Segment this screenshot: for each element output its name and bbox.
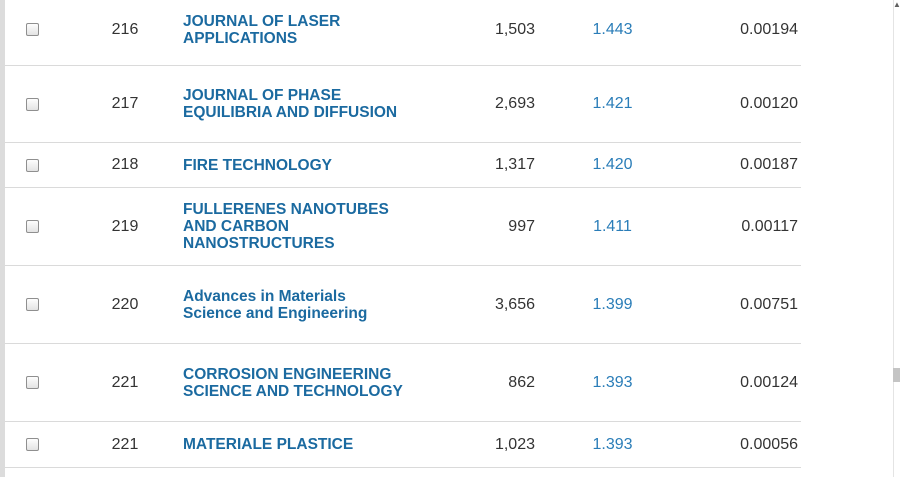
journal-title-line: CORROSION ENGINEERING xyxy=(183,365,392,383)
eigenfactor-cell: 0.00194 xyxy=(740,20,798,38)
scrollbar-track[interactable] xyxy=(893,0,894,477)
row-checkbox-cell xyxy=(22,266,42,343)
journal-title-line: JOURNAL OF LASER xyxy=(183,12,341,30)
scrollbar-area xyxy=(804,0,900,477)
journal-title-link[interactable]: JOURNAL OF PHASE EQUILIBRIA AND DIFFUSION xyxy=(183,66,443,142)
table-row: 216 JOURNAL OF LASER APPLICATIONS 1,503 1.44… xyxy=(5,0,801,66)
journal-title-line: Advances in Materials xyxy=(183,287,346,305)
table-row: 218 FIRE TECHNOLOGY 1,317 1.420 0.00187 xyxy=(5,143,801,188)
table-row: 220 Advances in Materials Science and Engi… xyxy=(5,266,801,344)
eigenfactor-cell: 0.00751 xyxy=(740,295,798,313)
chevron-up-icon[interactable]: ▲ xyxy=(893,0,900,9)
rank-cell: 219 xyxy=(111,217,139,235)
impact-factor-link[interactable]: 1.443 xyxy=(592,20,633,38)
journal-title-text: JOURNAL OF LASER APPLICATIONS xyxy=(183,13,340,47)
row-checkbox[interactable] xyxy=(25,158,39,172)
table-row: 221 MATERIALE PLASTICE 1,023 1.393 0.00056 xyxy=(5,422,801,468)
rank-cell: 216 xyxy=(111,20,139,38)
journal-title-line: EQUILIBRIA AND DIFFUSION xyxy=(183,104,398,121)
journal-title-line: Science and Engineering xyxy=(183,304,368,322)
total-cites-cell: 997 xyxy=(508,217,535,235)
row-checkbox[interactable] xyxy=(25,376,39,389)
journal-title-link[interactable]: CORROSION ENGINEERING SCIENCE AND TECHNOL… xyxy=(183,344,443,421)
eigenfactor-cell: 0.00120 xyxy=(740,95,798,112)
row-checkbox-cell xyxy=(22,143,42,187)
row-checkbox[interactable] xyxy=(25,298,39,311)
journal-title-link[interactable]: JOURNAL OF LASER APPLICATIONS xyxy=(183,0,443,65)
journal-title-line: MATERIALE PLASTICE xyxy=(183,436,354,453)
impact-factor-link[interactable]: 1.393 xyxy=(592,373,633,391)
journal-title-line: NANOSTRUCTURES xyxy=(183,235,335,252)
row-checkbox-cell xyxy=(22,344,42,421)
journal-title-text: FIRE TECHNOLOGY xyxy=(183,157,332,174)
journal-title-text: Advances in Materials Science and Enginee… xyxy=(183,288,367,322)
journal-title-link[interactable]: FULLERENES NANOTUBES AND CARBON NANOSTRUCT… xyxy=(183,188,443,265)
journal-title-link[interactable]: MATERIALE PLASTICE xyxy=(183,422,443,467)
table-row: 219 FULLERENES NANOTUBES AND CARBON NANOSTR… xyxy=(5,188,801,266)
journal-title-text: MATERIALE PLASTICE xyxy=(183,436,353,453)
impact-factor-link[interactable]: 1.420 xyxy=(592,156,633,173)
eigenfactor-cell: 0.00124 xyxy=(740,373,798,391)
total-cites-cell: 1,023 xyxy=(494,435,535,453)
total-cites-cell: 1,503 xyxy=(494,20,535,38)
eigenfactor-cell: 0.00056 xyxy=(740,435,798,453)
total-cites-cell: 862 xyxy=(508,373,535,391)
row-checkbox-cell xyxy=(22,0,42,65)
eigenfactor-cell: 0.00187 xyxy=(740,156,798,173)
table-row: 217 JOURNAL OF PHASE EQUILIBRIA AND DIFFUS… xyxy=(5,66,801,143)
journal-title-text: JOURNAL OF PHASE EQUILIBRIA AND DIFFUSION xyxy=(183,87,397,121)
row-checkbox-cell xyxy=(22,422,42,467)
row-checkbox[interactable] xyxy=(25,438,39,451)
row-checkbox-cell xyxy=(22,188,42,265)
impact-factor-link[interactable]: 1.393 xyxy=(592,435,633,453)
rank-cell: 217 xyxy=(111,95,139,112)
journal-title-line: SCIENCE AND TECHNOLOGY xyxy=(183,382,403,400)
rank-cell: 221 xyxy=(111,435,139,453)
row-checkbox[interactable] xyxy=(25,23,39,36)
impact-factor-link[interactable]: 1.399 xyxy=(592,295,633,313)
row-checkbox[interactable] xyxy=(25,220,39,233)
journal-title-line: AND CARBON xyxy=(183,218,289,235)
eigenfactor-cell: 0.00117 xyxy=(741,217,798,235)
rank-cell: 220 xyxy=(111,295,139,313)
impact-factor-link[interactable]: 1.411 xyxy=(593,217,632,235)
journal-title-text: FULLERENES NANOTUBES AND CARBON NANOSTRUCT… xyxy=(183,201,389,252)
scrollbar-thumb[interactable] xyxy=(893,368,900,382)
journal-title-text: CORROSION ENGINEERING SCIENCE AND TECHNOL… xyxy=(183,366,403,400)
table-left-border xyxy=(0,0,5,477)
journal-title-link[interactable]: Advances in Materials Science and Enginee… xyxy=(183,266,443,343)
rank-cell: 218 xyxy=(111,156,139,173)
total-cites-cell: 2,693 xyxy=(494,95,535,112)
journal-title-link[interactable]: FIRE TECHNOLOGY xyxy=(183,143,443,187)
total-cites-cell: 3,656 xyxy=(494,295,535,313)
table-row: 221 CORROSION ENGINEERING SCIENCE AND TECH… xyxy=(5,344,801,422)
journal-title-line: JOURNAL OF PHASE xyxy=(183,87,342,104)
row-checkbox[interactable] xyxy=(25,97,39,111)
journal-title-line: FULLERENES NANOTUBES xyxy=(183,201,389,218)
journal-title-line: FIRE TECHNOLOGY xyxy=(183,156,332,174)
rank-cell: 221 xyxy=(111,373,139,391)
impact-factor-link[interactable]: 1.421 xyxy=(592,95,633,112)
journal-title-line: APPLICATIONS xyxy=(183,29,298,47)
total-cites-cell: 1,317 xyxy=(494,156,535,173)
row-checkbox-cell xyxy=(22,66,42,142)
